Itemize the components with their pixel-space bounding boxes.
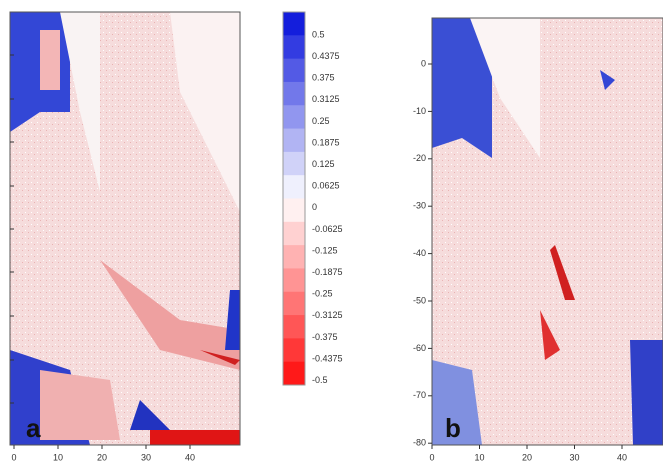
colorbar-label: 0.3125 [312,94,340,104]
colorbar-swatch [283,315,305,339]
colorbar-label: -0.375 [312,332,338,342]
colorbar-swatch [283,338,305,363]
colorbar-swatch [283,58,305,83]
y-tick-label: -10 [413,106,426,116]
colorbar-swatch [283,175,305,199]
colorbar-label: 0.1875 [312,137,340,147]
colorbar-label: -0.125 [312,245,338,255]
y-tick-label: 0 [421,58,426,68]
colorbar-swatch [283,245,305,269]
colorbar-swatch [283,35,305,60]
colorbar-swatch [283,361,305,386]
panel-label: a [26,413,41,443]
x-tick-label: 0 [429,452,434,462]
y-tick-label: -70 [413,390,426,400]
colorbar-label: 0.125 [312,159,335,169]
frame [431,17,663,446]
y-tick-label: -40 [413,248,426,258]
x-tick-label: 10 [474,452,484,462]
x-tick-label: 30 [141,452,151,462]
y-tick-label: -30 [413,201,426,211]
colorbar-label: -0.0625 [312,224,343,234]
colorbar-label: -0.4375 [312,353,343,363]
colorbar-label: 0.0625 [312,181,340,191]
y-tick-label: -80 [413,438,426,448]
colorbar-label: 0.25 [312,116,330,126]
x-tick-label: 40 [185,452,195,462]
colorbar-swatch [283,291,305,316]
colorbar-label: -0.1875 [312,267,343,277]
colorbar-label: 0.5 [312,29,325,39]
y-tick-label: -60 [413,343,426,353]
colorbar-swatch [283,12,305,36]
colorbar-swatch [283,268,305,293]
colorbar-label: -0.5 [312,375,328,385]
colorbar-swatch [283,151,305,176]
x-tick-label: 20 [522,452,532,462]
colorbar-swatch [283,221,305,246]
colorbar-swatch [283,81,305,106]
x-tick-label: 40 [617,452,627,462]
colorbar-frame [282,11,306,386]
colorbar-label: 0 [312,202,317,212]
y-tick-label: -20 [413,153,426,163]
colorbar-swatch [283,198,305,223]
x-tick-label: 10 [53,452,63,462]
colorbar-label: 0.4375 [312,51,340,61]
map-a [10,12,240,445]
colorbar-label: 0.375 [312,73,335,83]
panel-label: b [445,413,461,443]
colorbar-label: -0.25 [312,289,333,299]
colorbar-label: -0.3125 [312,310,343,320]
map-b [432,18,663,445]
x-tick-label: 20 [97,452,107,462]
x-tick-label: 0 [11,452,16,462]
colorbar-swatch [283,128,305,153]
x-tick-label: 30 [569,452,579,462]
colorbar-swatch [283,105,305,130]
y-tick-label: -50 [413,295,426,305]
